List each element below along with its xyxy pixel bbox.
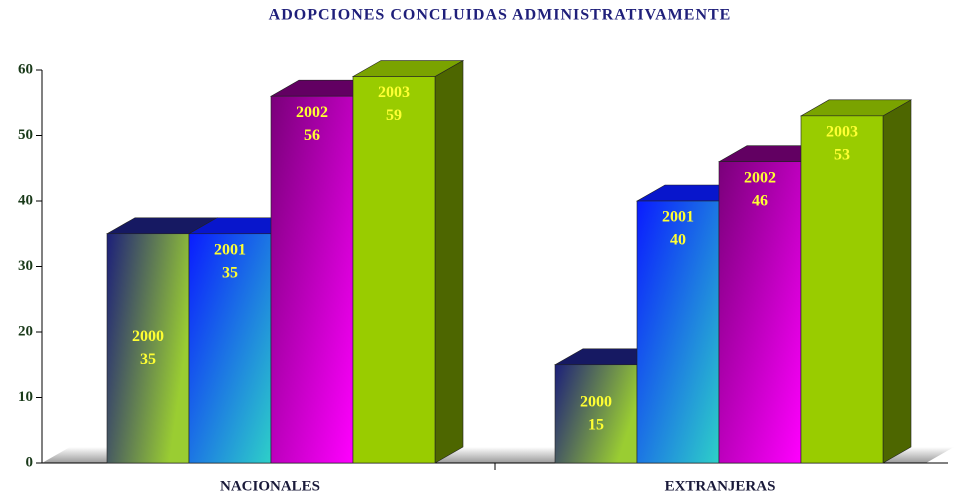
bar-side: [882, 99, 912, 464]
bar-side: [434, 60, 464, 464]
data-label: 53: [834, 147, 850, 164]
data-label-series: 2002: [296, 104, 328, 121]
bar: [636, 200, 720, 464]
x-tick-label: EXTRANJERAS: [665, 478, 776, 494]
y-tick-label: 20: [18, 323, 33, 339]
data-label-series: 2000: [132, 328, 164, 345]
bar: [270, 95, 354, 464]
data-label-series: 2001: [214, 241, 246, 258]
y-tick-label: 60: [18, 61, 33, 77]
y-tick-label: 0: [26, 454, 34, 470]
data-label-series: 2001: [662, 209, 694, 226]
data-label: 35: [222, 264, 238, 281]
bar-group: 2003 53: [799, 99, 913, 464]
data-label: 35: [140, 351, 156, 368]
data-label-series: 2002: [744, 169, 776, 186]
bar: [106, 233, 190, 464]
y-tick-label: 10: [18, 389, 33, 405]
bar: [352, 76, 436, 464]
y-tick-label: 40: [18, 192, 33, 208]
x-tick-label: NACIONALES: [220, 478, 320, 494]
bar: [800, 115, 884, 464]
data-label-series: 2000: [580, 394, 612, 411]
bar-group: 2003 59: [351, 60, 465, 464]
bar: [718, 161, 802, 464]
data-label-series: 2003: [378, 84, 410, 101]
y-tick-label: 50: [18, 127, 33, 143]
data-label-series: 2003: [826, 124, 858, 141]
data-label: 46: [752, 192, 768, 209]
data-label: 56: [304, 127, 320, 144]
data-label: 15: [588, 417, 604, 434]
y-tick-label: 30: [18, 258, 33, 274]
bar: [188, 233, 272, 464]
data-label: 40: [670, 232, 686, 249]
chart-title: ADOPCIONES CONCLUIDAS ADMINISTRATIVAMENT…: [269, 7, 732, 24]
data-label: 59: [386, 107, 402, 124]
bar: [554, 364, 638, 464]
